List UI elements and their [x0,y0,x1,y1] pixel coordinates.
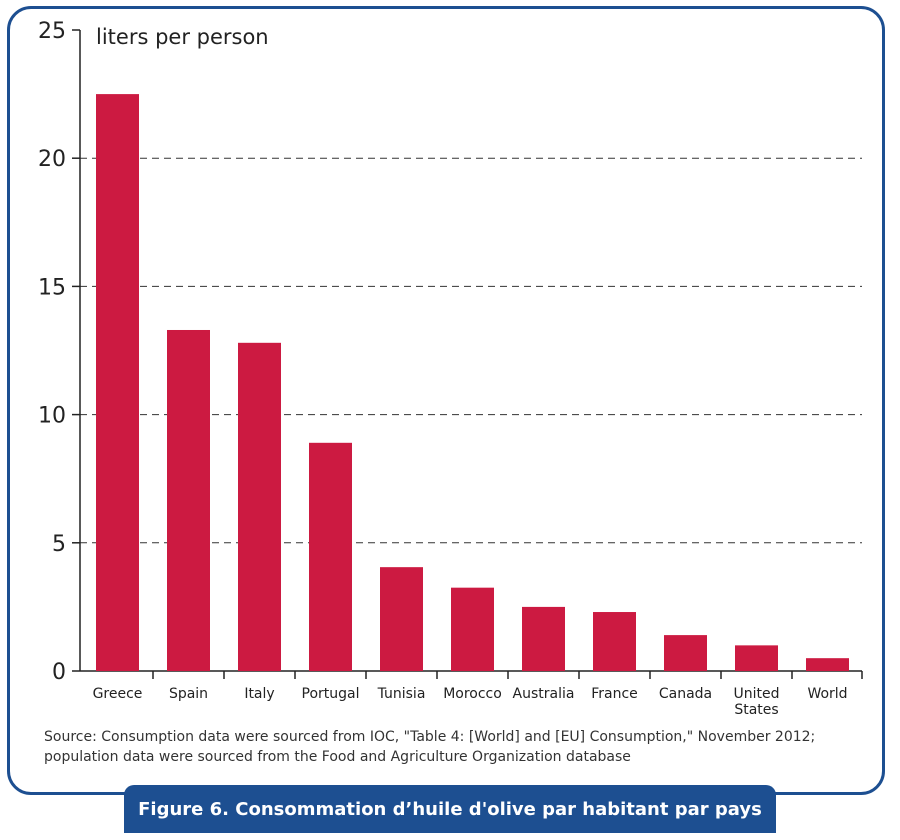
y-tick-label: 15 [38,275,66,300]
x-tick-label: Tunisia [377,686,426,702]
x-tick-label: Morocco [443,686,502,702]
y-ticks: 0 5 10 15 20 25 [38,19,80,685]
x-tick-label: Canada [659,686,712,702]
figure-caption-text: Figure 6. Consommation d’huile d'olive p… [138,798,762,820]
bar [806,658,849,671]
x-tick-label: United States [734,686,780,718]
y-tick-label: 5 [52,532,66,557]
y-axis-label: liters per person [96,25,269,49]
bar [451,587,494,671]
y-tick-label: 20 [38,147,66,172]
x-tick-label: Greece [93,686,143,702]
y-tick-label: 10 [38,404,66,429]
bar [238,342,281,671]
bar-chart: 0 5 10 15 20 25 Greece Spain Italy Portugal Tunis… [38,19,863,718]
x-tick-label: Spain [169,686,208,702]
y-tick-label: 0 [52,660,66,685]
bars [96,94,849,672]
x-tick-label: France [591,686,638,702]
y-tick-label: 25 [38,19,66,44]
bar [167,329,210,671]
bar [309,442,352,671]
x-tick-label: Italy [244,686,274,702]
bar [522,606,565,671]
bar [593,612,636,671]
bar [96,94,139,672]
x-tick-label: Australia [513,686,575,702]
x-tick-label: World [807,686,847,702]
figure-caption: Figure 6. Consommation d’huile d'olive p… [124,785,776,833]
x-tick-labels: Greece Spain Italy Portugal Tunisia Morocco Au… [93,671,863,718]
bar [664,635,707,671]
grid-lines [80,157,862,544]
bar [735,645,778,671]
x-tick-label: Portugal [302,686,360,702]
bar [380,567,423,671]
source-note: Source: Consumption data were sourced fr… [44,729,816,765]
